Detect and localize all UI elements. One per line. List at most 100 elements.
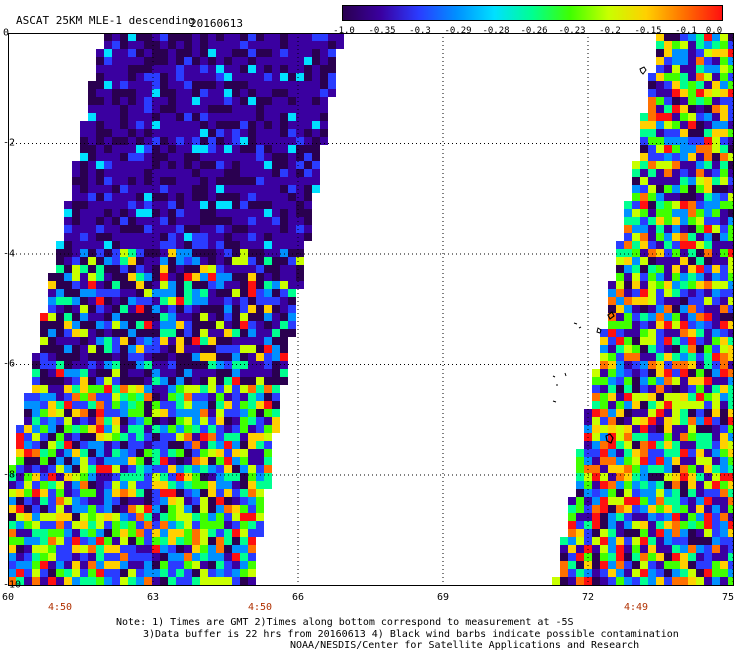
swath-cell [112,81,120,89]
swath-cell [312,153,320,161]
swath-cell [264,369,272,377]
swath-cell [272,305,280,313]
swath-cell [216,313,224,321]
swath-cell [112,89,120,97]
swath-cell [48,369,56,377]
swath-cell [576,545,584,553]
swath-cell [656,177,664,185]
swath-cell [680,433,688,441]
swath-cell [240,129,248,137]
swath-cell [656,529,664,537]
swath-cell [624,233,632,241]
swath-cell [88,393,96,401]
swath-cell [112,225,120,233]
swath-cell [184,145,192,153]
swath-cell [192,121,200,129]
swath-cell [280,217,288,225]
swath-cell [160,209,168,217]
swath-cell [256,329,264,337]
swath-cell [120,129,128,137]
swath-cell [664,297,672,305]
swath-cell [608,513,616,521]
swath-cell [680,337,688,345]
swath-cell [160,329,168,337]
swath-cell [24,409,32,417]
swath-cell [704,433,712,441]
swath-cell [216,529,224,537]
swath-cell [192,137,200,145]
swath-cell [728,377,734,385]
swath-cell [288,281,296,289]
swath-cell [144,33,152,41]
swath-cell [152,281,160,289]
swath-cell [704,561,712,569]
swath-cell [728,33,734,41]
swath-cell [168,353,176,361]
swath-cell [304,209,312,217]
swath-cell [88,425,96,433]
swath-cell [672,369,680,377]
swath-cell [136,257,144,265]
swath-cell [112,57,120,65]
swath-cell [696,265,704,273]
swath-cell [280,121,288,129]
swath-cell [624,577,632,585]
swath-cell [232,417,240,425]
swath-cell [240,577,248,585]
swath-cell [624,481,632,489]
swath-cell [160,401,168,409]
swath-cell [104,73,112,81]
swath-cell [264,185,272,193]
swath-cell [200,481,208,489]
swath-cell [176,305,184,313]
swath-cell [200,401,208,409]
swath-cell [640,497,648,505]
swath-cell [664,249,672,257]
swath-cell [64,209,72,217]
swath-cell [728,145,734,153]
swath-cell [256,425,264,433]
swath-cell [40,441,48,449]
swath-cell [72,465,80,473]
swath-cell [128,57,136,65]
swath-cell [88,281,96,289]
swath-cell [136,89,144,97]
swath-cell [160,409,168,417]
swath-cell [216,169,224,177]
swath-cell [192,233,200,241]
swath-cell [240,289,248,297]
swath-cell [272,33,280,41]
swath-cell [192,321,200,329]
swath-cell [216,57,224,65]
swath-cell [240,121,248,129]
swath-cell [680,89,688,97]
swath-cell [144,353,152,361]
swath-cell [632,505,640,513]
swath-cell [664,73,672,81]
swath-cell [272,217,280,225]
swath-cell [224,57,232,65]
swath-cell [80,505,88,513]
swath-cell [200,41,208,49]
swath-cell [168,241,176,249]
swath-cell [192,577,200,585]
swath-cell [256,57,264,65]
swath-cell [64,321,72,329]
swath-cell [632,489,640,497]
swath-cell [192,217,200,225]
swath-cell [104,313,112,321]
swath-cell [320,129,328,137]
swath-cell [256,73,264,81]
swath-cell [672,313,680,321]
swath-cell [144,545,152,553]
swath-cell [272,169,280,177]
swath-cell [208,73,216,81]
swath-cell [664,81,672,89]
swath-cell [88,249,96,257]
swath-cell [136,217,144,225]
swath-cell [232,201,240,209]
swath-cell [608,393,616,401]
swath-cell [24,449,32,457]
swath-cell [704,537,712,545]
swath-cell [120,249,128,257]
